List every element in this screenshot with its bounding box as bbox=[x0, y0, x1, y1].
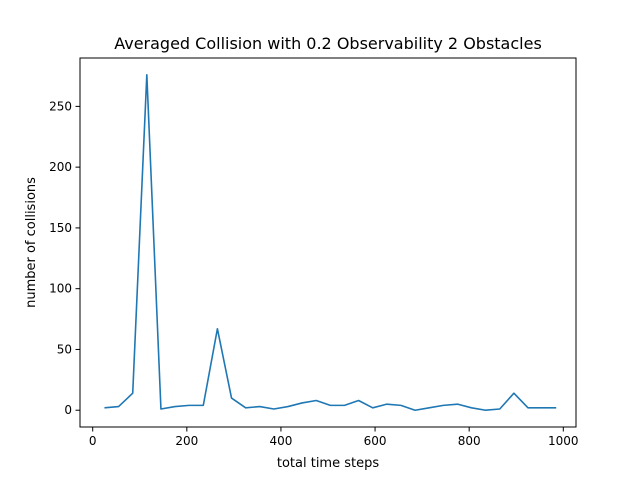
y-tick-label: 0 bbox=[64, 403, 72, 417]
y-axis-ticks: 0 50 100 150 200 250 bbox=[49, 99, 80, 417]
series-line-0 bbox=[104, 73, 557, 412]
x-tick-label: 200 bbox=[175, 434, 198, 448]
y-tick-label: 100 bbox=[49, 282, 72, 296]
y-axis-label: number of collisions bbox=[24, 177, 39, 308]
y-tick-label: 250 bbox=[49, 99, 72, 113]
x-tick-label: 600 bbox=[364, 434, 387, 448]
x-tick-label: 1000 bbox=[548, 434, 579, 448]
axes-frame bbox=[79, 57, 577, 428]
x-axis-label: total time steps bbox=[277, 456, 379, 471]
x-tick-label: 800 bbox=[458, 434, 481, 448]
y-tick-label: 200 bbox=[49, 160, 72, 174]
y-tick-label: 150 bbox=[49, 221, 72, 235]
plot-area bbox=[104, 73, 557, 412]
x-tick-label: 0 bbox=[89, 434, 97, 448]
chart-title: Averaged Collision with 0.2 Observabilit… bbox=[114, 34, 542, 53]
y-tick-label: 50 bbox=[57, 342, 72, 356]
x-tick-label: 400 bbox=[269, 434, 292, 448]
x-axis-ticks: 0 200 400 600 800 1000 bbox=[89, 427, 579, 448]
